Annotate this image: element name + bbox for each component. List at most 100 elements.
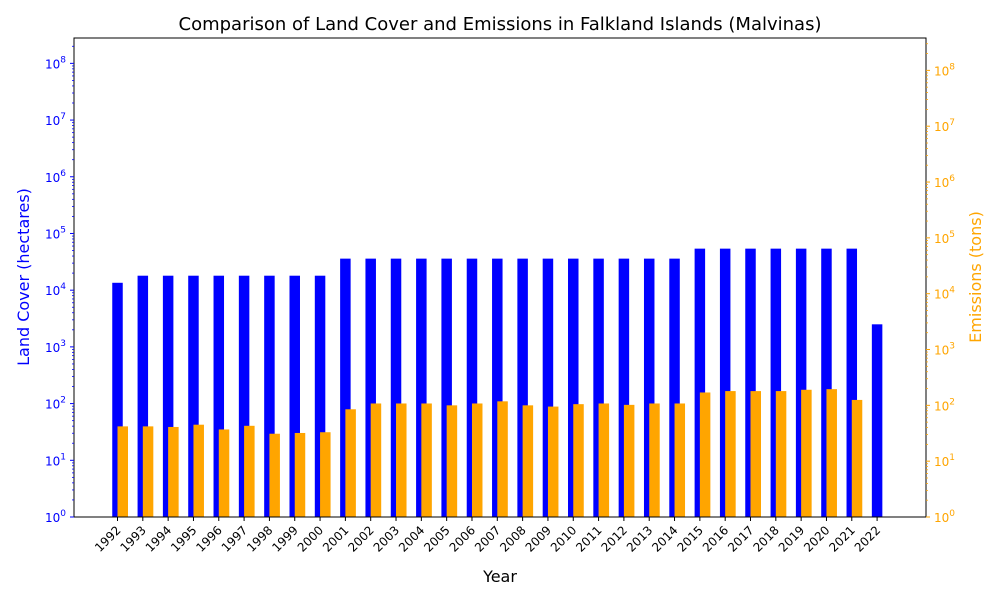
x-tick-label: 2005 xyxy=(421,523,452,554)
land-cover-bar-1998 xyxy=(264,275,275,517)
land-cover-bar-1994 xyxy=(162,275,174,517)
x-tick-label: 2020 xyxy=(801,523,832,554)
emissions-bar-2016 xyxy=(725,391,736,517)
land-cover-bar-2000 xyxy=(314,275,326,517)
land-cover-bar-2015 xyxy=(694,248,706,517)
left-y-axis: 100 101 102 103 104 105 106 107 108 xyxy=(45,45,74,525)
right-tick-label: 103 xyxy=(934,342,955,358)
x-tick-label: 2016 xyxy=(700,523,731,554)
x-tick-label: 1995 xyxy=(168,523,199,554)
x-axis-label: Year xyxy=(482,567,517,586)
land-cover-bar-2005 xyxy=(441,258,452,517)
emissions-bar-1993 xyxy=(142,426,154,517)
emissions-bar-2000 xyxy=(320,432,331,517)
x-tick-label: 2011 xyxy=(573,523,604,554)
land-cover-bar-2018 xyxy=(770,248,782,517)
x-tick-label: 2004 xyxy=(396,523,427,554)
emissions-bar-1999 xyxy=(294,432,306,517)
land-cover-bar-2001 xyxy=(340,258,351,517)
left-tick-label: 103 xyxy=(45,339,66,355)
emissions-bar-2003 xyxy=(396,403,407,517)
land-cover-bar-2008 xyxy=(517,258,528,517)
x-tick-label: 2003 xyxy=(371,523,402,554)
emissions-bars xyxy=(117,389,863,517)
left-tick-label: 108 xyxy=(45,55,66,71)
land-cover-bar-2010 xyxy=(568,258,579,517)
emissions-bar-2015 xyxy=(699,392,711,517)
land-cover-bar-1992 xyxy=(112,282,123,517)
right-tick-label: 105 xyxy=(934,230,955,246)
x-tick-label: 1998 xyxy=(244,523,275,554)
land-cover-bar-2017 xyxy=(745,248,756,517)
land-cover-bars xyxy=(112,248,883,517)
emissions-bar-2002 xyxy=(370,403,382,517)
x-tick-label: 2009 xyxy=(523,523,554,554)
land-cover-bar-2014 xyxy=(669,258,680,517)
left-tick-label: 105 xyxy=(45,225,66,241)
emissions-bar-1994 xyxy=(168,426,179,517)
emissions-bar-2018 xyxy=(775,391,787,517)
land-cover-bar-2002 xyxy=(365,258,376,517)
x-tick-label: 2015 xyxy=(674,523,705,554)
x-tick-label: 2001 xyxy=(320,523,351,554)
x-tick-label: 1997 xyxy=(219,523,250,554)
land-cover-bar-2019 xyxy=(795,248,807,517)
land-cover-bar-2013 xyxy=(643,258,655,517)
left-tick-label: 106 xyxy=(45,169,66,185)
left-tick-label: 107 xyxy=(45,112,66,128)
x-tick-label: 2002 xyxy=(345,523,376,554)
emissions-bar-2008 xyxy=(522,405,534,517)
emissions-bar-2020 xyxy=(826,389,837,517)
x-tick-label: 2019 xyxy=(776,523,807,554)
chart-title: Comparison of Land Cover and Emissions i… xyxy=(179,14,822,35)
left-tick-label: 102 xyxy=(45,396,66,412)
emissions-bar-2010 xyxy=(573,404,584,517)
x-axis: 1992199319941995199619971998199920002001… xyxy=(92,517,883,555)
emissions-bar-2004 xyxy=(421,403,432,517)
land-cover-bar-2004 xyxy=(416,258,427,517)
emissions-bar-2007 xyxy=(497,401,508,517)
right-tick-label: 106 xyxy=(934,174,955,190)
x-tick-label: 1993 xyxy=(117,523,148,554)
emissions-bar-1997 xyxy=(244,425,255,517)
left-tick-label: 104 xyxy=(45,282,66,298)
x-tick-label: 2010 xyxy=(548,523,579,554)
x-tick-label: 2014 xyxy=(649,523,680,554)
x-tick-label: 1994 xyxy=(143,523,174,554)
emissions-bar-2009 xyxy=(547,406,559,517)
emissions-bar-1996 xyxy=(218,429,230,517)
land-cover-bar-2022 xyxy=(871,324,883,517)
right-y-axis: 100 101 102 103 104 105 106 107 108 xyxy=(926,43,955,525)
land-cover-bar-1996 xyxy=(213,275,225,517)
right-tick-label: 102 xyxy=(934,397,955,413)
right-tick-label: 108 xyxy=(934,62,955,78)
x-tick-label: 2000 xyxy=(295,523,326,554)
plot-frame xyxy=(73,37,927,518)
land-cover-bar-1993 xyxy=(137,275,149,517)
x-tick-label: 1999 xyxy=(269,523,300,554)
right-tick-label: 107 xyxy=(934,118,955,134)
right-tick-label: 101 xyxy=(934,453,955,469)
x-tick-label: 2008 xyxy=(497,523,528,554)
x-tick-label: 2012 xyxy=(599,523,630,554)
emissions-bar-2006 xyxy=(471,403,483,517)
emissions-bar-2013 xyxy=(649,403,660,517)
land-cover-bar-1999 xyxy=(289,275,300,517)
emissions-bar-1995 xyxy=(193,424,204,517)
emissions-bar-1998 xyxy=(269,433,280,517)
land-cover-bar-2009 xyxy=(542,258,554,517)
x-tick-label: 2007 xyxy=(472,523,503,554)
left-tick-label: 100 xyxy=(45,509,66,525)
x-tick-label: 2013 xyxy=(624,523,655,554)
land-cover-bar-2007 xyxy=(492,258,503,517)
emissions-bar-2005 xyxy=(446,405,458,517)
right-tick-label: 100 xyxy=(934,509,955,525)
land-cover-bar-2012 xyxy=(618,258,630,517)
emissions-bar-2001 xyxy=(345,409,356,517)
emissions-bar-2011 xyxy=(598,403,610,517)
emissions-bar-1992 xyxy=(117,426,128,517)
emissions-bar-2014 xyxy=(674,403,686,517)
emissions-bar-2021 xyxy=(851,399,863,517)
land-cover-bar-1997 xyxy=(238,275,250,517)
